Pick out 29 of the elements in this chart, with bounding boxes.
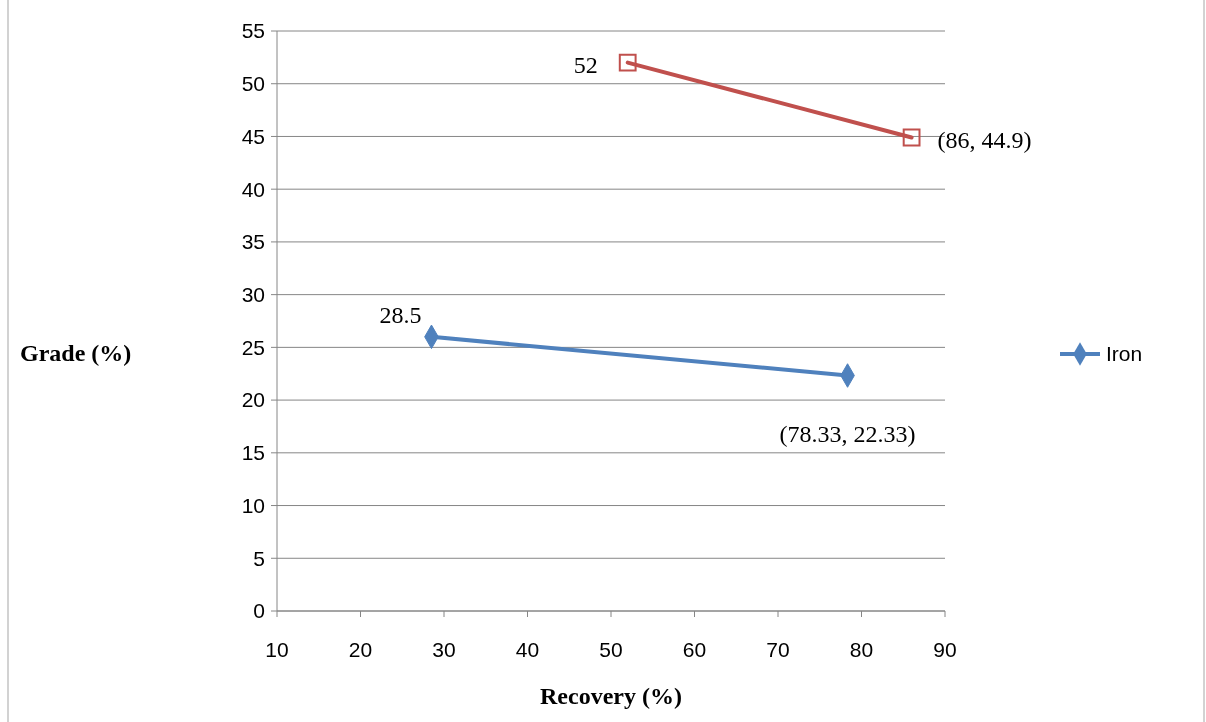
- annotation: 28.5: [379, 301, 422, 328]
- y-tick-label: 55: [241, 19, 265, 43]
- x-tick-label: 60: [682, 638, 707, 661]
- annotation: 52: [573, 51, 598, 78]
- y-tick-label: 20: [241, 388, 265, 412]
- x-tick-label: 30: [432, 638, 456, 661]
- point: [902, 128, 921, 147]
- annotation: (78.33, 22.33): [779, 420, 916, 447]
- y-tick-label: 10: [241, 493, 265, 517]
- x-tick-label: 90: [933, 638, 957, 661]
- y-tick-label: 25: [241, 335, 265, 359]
- x-tick-label: 50: [599, 638, 623, 661]
- y-tick-label: 30: [241, 282, 265, 306]
- legend-label: Iron: [1106, 342, 1143, 366]
- y-axis-title: Grade (%): [20, 340, 132, 366]
- y-tick-label: 0: [253, 599, 265, 623]
- y-tick-label: 35: [241, 230, 265, 254]
- annotation: (86, 44.9): [937, 126, 1032, 153]
- x-tick-label: 20: [348, 638, 373, 661]
- y-tick-label: 5: [253, 546, 265, 570]
- point: [618, 53, 637, 72]
- y-tick-label: 15: [241, 441, 265, 465]
- x-tick-label: 70: [766, 638, 790, 661]
- x-tick-label: 80: [849, 638, 874, 661]
- y-tick-label: 40: [241, 177, 265, 201]
- x-axis-title: Recovery (%): [540, 683, 682, 709]
- y-tick-label: 45: [241, 124, 265, 148]
- y-tick-label: 50: [241, 72, 265, 96]
- x-tick-label: 40: [515, 638, 540, 661]
